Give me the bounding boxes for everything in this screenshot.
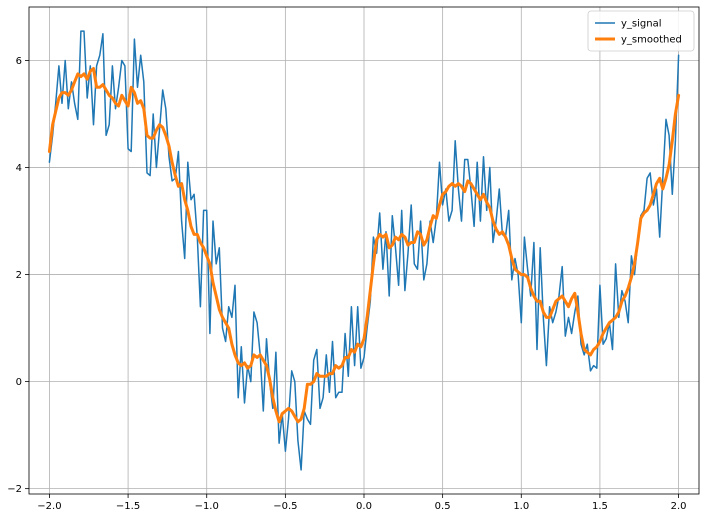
y-axis: −2 0 2 4 6 [7, 56, 29, 495]
y-tick-label: −2 [7, 484, 22, 495]
legend-box [587, 10, 695, 52]
x-tick-label: −0.5 [273, 501, 297, 512]
x-tick-label: 0.0 [356, 501, 372, 512]
series-layer [47, 30, 681, 471]
x-tick-label: 2.0 [671, 501, 687, 512]
x-tick-label: 1.0 [513, 501, 529, 512]
grid [29, 7, 699, 494]
x-tick-label: −2.0 [37, 501, 61, 512]
y-tick-label: 4 [16, 163, 22, 174]
y-tick-label: 2 [16, 270, 22, 281]
series-line-y-smoothed [47, 67, 681, 424]
x-tick-label: 0.5 [435, 501, 451, 512]
y-tick-label: 0 [16, 377, 22, 388]
legend-label-y-smoothed: y_smoothed [621, 35, 682, 46]
legend: y_signal y_smoothed [587, 10, 695, 52]
x-axis: −2.0 −1.5 −1.0 −0.5 0.0 0.5 1.0 1.5 2.0 [37, 494, 687, 512]
legend-label-y-signal: y_signal [621, 19, 662, 30]
x-tick-label: 1.5 [592, 501, 608, 512]
x-tick-label: −1.0 [195, 501, 219, 512]
y-tick-label: 6 [16, 56, 22, 67]
x-tick-label: −1.5 [116, 501, 140, 512]
